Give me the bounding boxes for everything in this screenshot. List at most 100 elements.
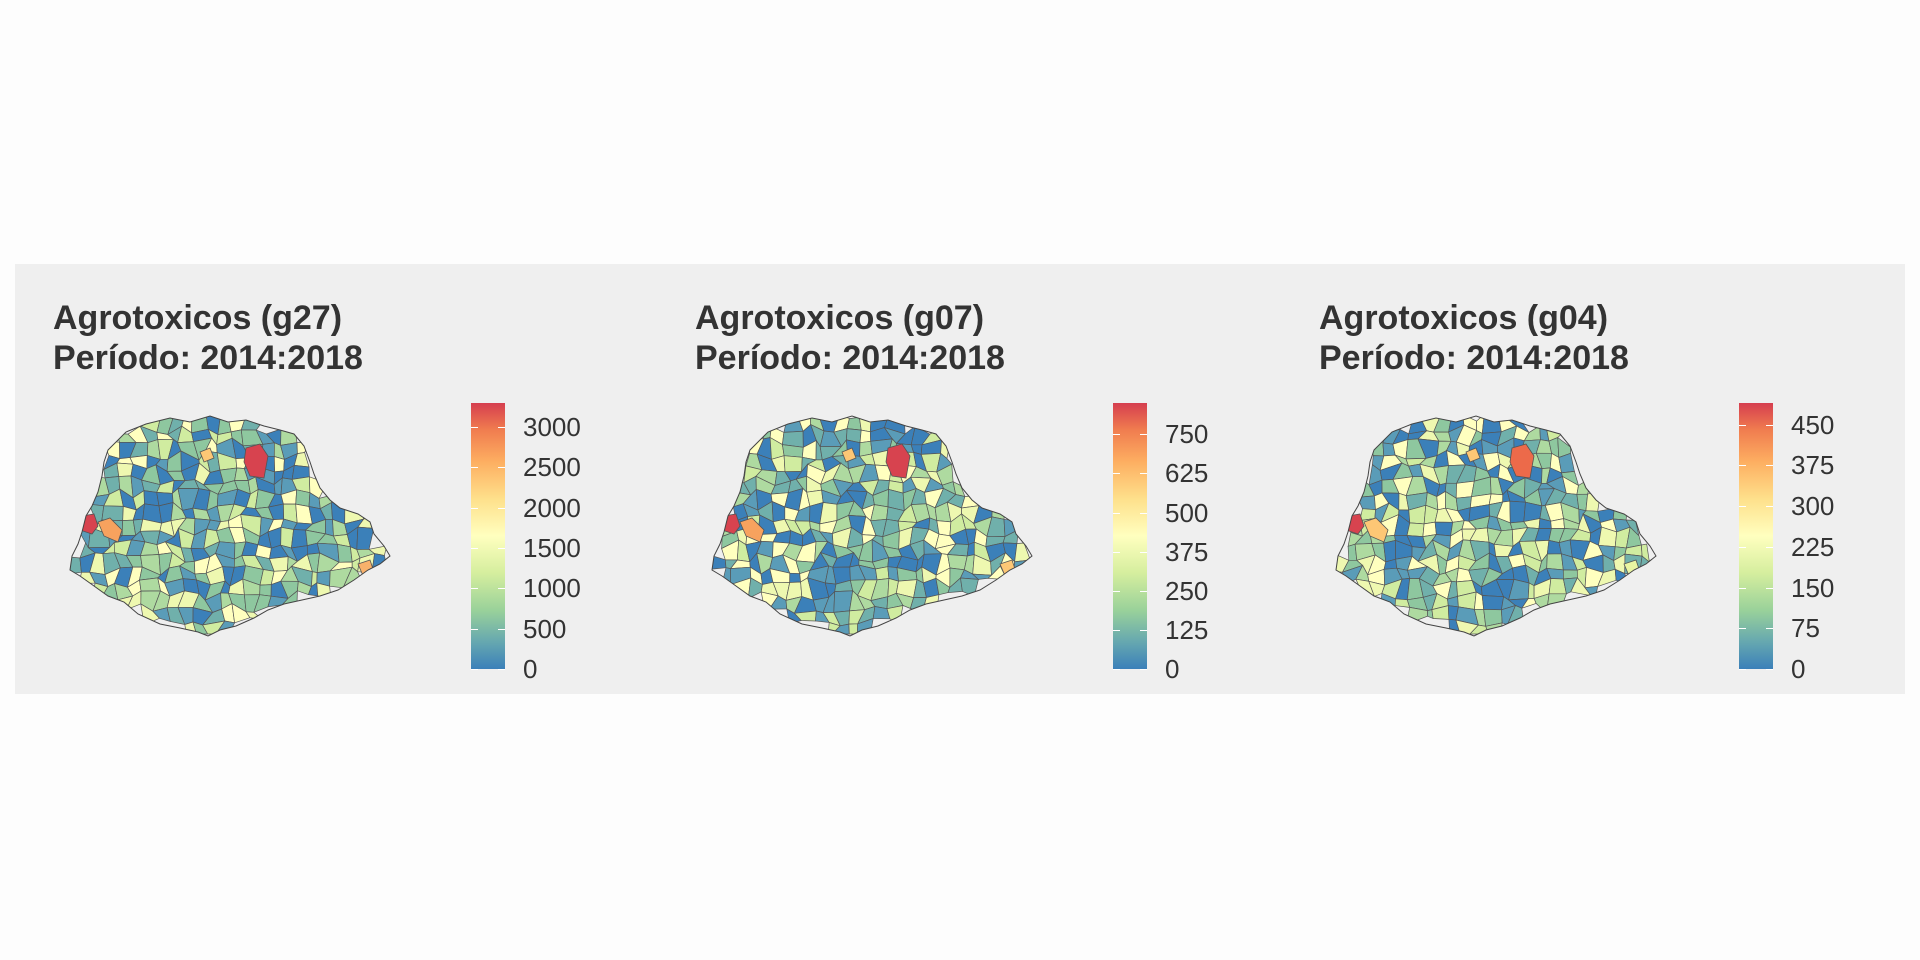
legend-tick bbox=[1140, 669, 1147, 670]
municipality-area bbox=[273, 456, 285, 473]
legend-tick bbox=[1140, 629, 1147, 631]
municipality-area bbox=[1356, 495, 1376, 511]
legend-label: 150 bbox=[1791, 572, 1835, 603]
legend-label: 75 bbox=[1791, 613, 1820, 644]
municipality-area bbox=[1509, 500, 1526, 524]
municipality-area bbox=[1612, 503, 1629, 521]
panel-title-line2: Período: 2014:2018 bbox=[695, 339, 1005, 377]
legend-tick bbox=[1766, 465, 1773, 467]
legend-label: 0 bbox=[1165, 654, 1180, 684]
legend-label: 375 bbox=[1791, 450, 1835, 481]
municipality-area bbox=[1434, 521, 1454, 537]
municipality-area bbox=[1481, 416, 1502, 434]
municipality-area bbox=[259, 584, 272, 597]
municipality-area bbox=[139, 577, 161, 592]
legend-tick bbox=[1113, 590, 1120, 592]
legend-tick bbox=[1766, 506, 1773, 508]
legend-tick bbox=[1766, 546, 1773, 548]
legend-label: 3000 bbox=[523, 412, 581, 443]
legend-tick bbox=[1739, 669, 1746, 670]
legend-label: 500 bbox=[1165, 497, 1209, 528]
panel-title: Agrotoxicos (g04) Período: 2014:2018 bbox=[1319, 298, 1629, 378]
panel-title-line1: Agrotoxicos (g07) bbox=[695, 299, 985, 337]
map-panel-g27: Agrotoxicos (g27) Período: 2014:2018 300… bbox=[53, 264, 653, 694]
legend-colorbar bbox=[1113, 403, 1147, 669]
municipality-area bbox=[720, 567, 731, 588]
legend-tick bbox=[1766, 669, 1773, 670]
legend-tick bbox=[1113, 473, 1120, 475]
legend-tick bbox=[498, 628, 505, 630]
legend-tick bbox=[1739, 424, 1746, 426]
legend-tick bbox=[471, 669, 478, 670]
parana-choropleth-map bbox=[1335, 415, 1657, 637]
legend-label: 1500 bbox=[523, 533, 581, 564]
municipality-area bbox=[936, 520, 952, 537]
legend-tick bbox=[471, 588, 478, 590]
municipality-area bbox=[217, 416, 232, 436]
panel-title-line1: Agrotoxicos (g27) bbox=[53, 299, 343, 337]
legend-tick bbox=[1766, 587, 1773, 589]
legend-tick bbox=[1113, 669, 1120, 670]
municipality-area bbox=[1546, 553, 1564, 571]
legend-tick bbox=[1113, 512, 1120, 514]
municipality-area bbox=[1422, 521, 1437, 538]
municipality-area bbox=[356, 526, 375, 550]
color-legend: 750 625 500 375 250 125 0 bbox=[1113, 403, 1253, 682]
municipality-area-highlight bbox=[739, 517, 765, 543]
municipality-area bbox=[325, 519, 334, 537]
legend-tick bbox=[471, 507, 478, 509]
legend-label: 450 bbox=[1791, 409, 1835, 440]
legend-label: 375 bbox=[1165, 536, 1209, 567]
map-panel-g04: Agrotoxicos (g04) Período: 2014:2018 450… bbox=[1319, 264, 1879, 694]
municipality-area bbox=[295, 489, 311, 507]
legend-tick bbox=[471, 628, 478, 630]
legend-tick bbox=[1113, 629, 1120, 631]
municipality-area bbox=[1481, 595, 1505, 611]
legend-label: 750 bbox=[1165, 419, 1209, 450]
map-panel-g07: Agrotoxicos (g07) Período: 2014:2018 750… bbox=[695, 264, 1295, 694]
legend-label: 300 bbox=[1791, 491, 1835, 522]
legend-colorbar bbox=[1739, 403, 1773, 669]
panel-title-line2: Período: 2014:2018 bbox=[53, 339, 363, 377]
legend-tick bbox=[1766, 424, 1773, 426]
municipality-area-highlight bbox=[199, 447, 215, 463]
legend-tick bbox=[1140, 473, 1147, 475]
municipality-area-highlight bbox=[885, 443, 911, 479]
municipality-area-highlight bbox=[1509, 443, 1535, 479]
municipality-area bbox=[296, 441, 310, 455]
color-legend: 450 375 300 225 150 75 0 bbox=[1739, 403, 1869, 682]
municipality-area bbox=[116, 462, 134, 477]
legend-label: 625 bbox=[1165, 458, 1209, 489]
municipality-area bbox=[70, 556, 82, 575]
municipality-area bbox=[101, 505, 124, 521]
parana-choropleth-map bbox=[69, 415, 391, 637]
panel-title-line2: Período: 2014:2018 bbox=[1319, 339, 1629, 377]
legend-tick bbox=[1739, 465, 1746, 467]
legend-tick bbox=[1113, 434, 1120, 436]
legend-tick bbox=[471, 467, 478, 469]
legend-tick bbox=[1140, 512, 1147, 514]
legend-tick bbox=[471, 427, 478, 429]
legend-tick bbox=[471, 548, 478, 550]
legend-tick bbox=[1739, 546, 1746, 548]
municipality-area bbox=[1546, 593, 1567, 614]
municipality-area-highlight bbox=[841, 447, 857, 463]
municipality-area-highlight bbox=[1363, 517, 1389, 543]
legend-tick bbox=[498, 507, 505, 509]
legend-label: 1000 bbox=[523, 573, 581, 604]
municipality-area bbox=[290, 529, 308, 549]
municipality-area bbox=[1527, 582, 1535, 600]
legend-tick bbox=[1140, 590, 1147, 592]
municipality-area bbox=[245, 611, 264, 621]
municipality-area bbox=[1383, 539, 1397, 563]
municipality-area-highlight bbox=[97, 517, 123, 543]
legend-label: 500 bbox=[523, 613, 567, 644]
panel-title: Agrotoxicos (g27) Período: 2014:2018 bbox=[53, 298, 363, 378]
municipality-area bbox=[789, 572, 801, 583]
legend-tick bbox=[498, 588, 505, 590]
legend-tick bbox=[1766, 628, 1773, 630]
municipality-area bbox=[875, 566, 890, 581]
municipality-area bbox=[947, 554, 968, 571]
legend-tick bbox=[1140, 434, 1147, 436]
legend-label: 0 bbox=[523, 654, 538, 684]
